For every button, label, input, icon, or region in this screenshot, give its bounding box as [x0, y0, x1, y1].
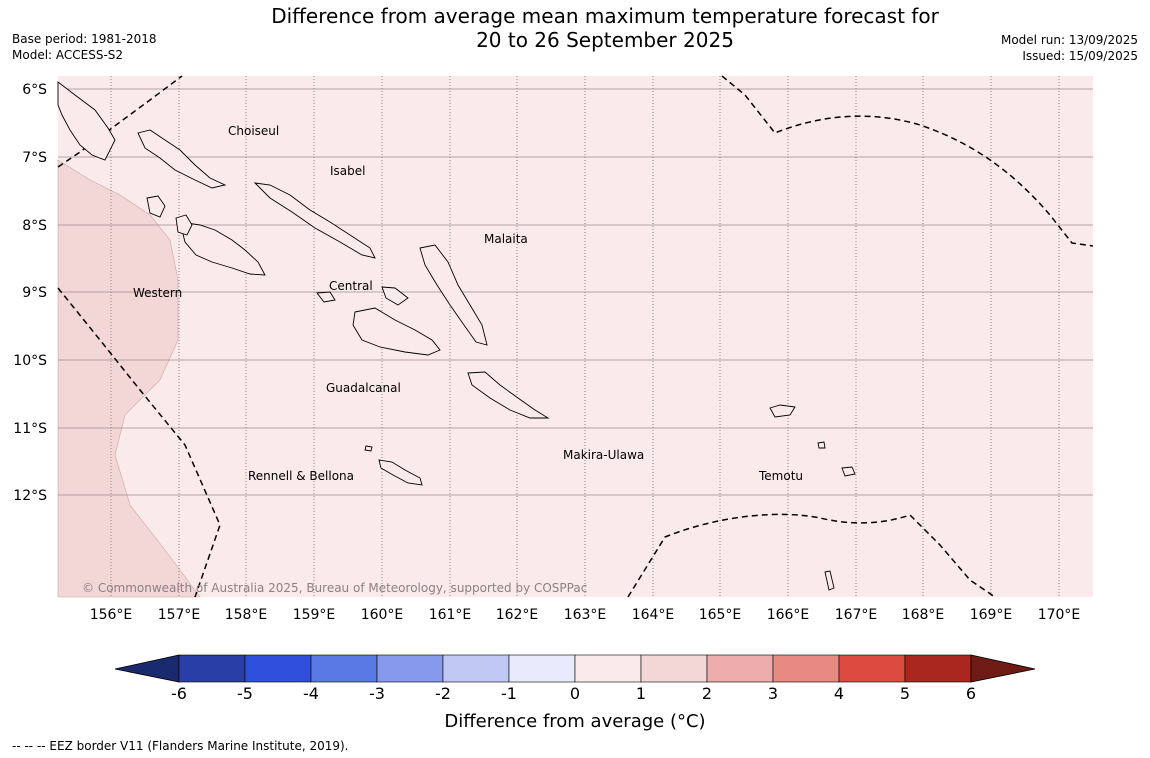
vanikoro-island: [841, 466, 856, 477]
colorbar-segment: [706, 654, 774, 683]
lon-label: 167°E: [835, 607, 878, 623]
colorbar-segment: [442, 654, 510, 683]
lon-label: 165°E: [699, 607, 742, 623]
colorbar-tick: -4: [303, 684, 319, 703]
lon-label: 158°E: [225, 607, 268, 623]
region-guadalcanal: Guadalcanal: [326, 381, 401, 395]
lat-label: 12°S: [13, 488, 47, 504]
colorbar-tick: 4: [834, 684, 844, 703]
makira-island: [467, 371, 550, 419]
lat-label: 11°S: [13, 421, 47, 437]
lat-label: 7°S: [22, 150, 47, 166]
guadalcanal-island: [352, 307, 441, 356]
lat-label: 8°S: [22, 218, 47, 234]
choiseul-island: [137, 129, 227, 189]
vella-lavella: [175, 214, 193, 236]
lon-label: 169°E: [970, 607, 1013, 623]
colorbar-tick: -6: [171, 684, 187, 703]
region-western: Western: [133, 286, 182, 300]
ranongga-island: [146, 195, 166, 218]
region-labels: Choiseul Isabel Malaita Western Central …: [133, 124, 803, 483]
meta-right: Model run: 13/09/2025 Issued: 15/09/2025: [1001, 32, 1138, 64]
colorbar-tick-labels: -6 -5 -4 -3 -2 -1 0 1 2 3 4 5 6: [171, 684, 976, 703]
colorbar-segment: [310, 654, 378, 683]
lon-label: 168°E: [902, 607, 945, 623]
colorbar-tick: -2: [435, 684, 451, 703]
isabel-island: [253, 182, 376, 259]
warm-anomaly-area: [57, 159, 201, 598]
title-line-1: Difference from average mean maximum tem…: [271, 4, 939, 28]
region-rennell-bellona: Rennell & Bellona: [248, 469, 354, 483]
colorbar-tick: -3: [369, 684, 385, 703]
base-period-text: Base period: 1981-2018: [12, 32, 157, 46]
eez-borders: [57, 75, 1094, 598]
colorbar-tick: 3: [768, 684, 778, 703]
colorbar-extend-low: [114, 654, 180, 683]
colorbar-segment: [640, 654, 708, 683]
lon-label: 166°E: [767, 607, 810, 623]
colorbar-tick: 6: [966, 684, 976, 703]
island-outlines: [57, 81, 856, 591]
lon-label: 157°E: [158, 607, 201, 623]
region-temotu: Temotu: [758, 469, 803, 483]
colorbar-tick: 2: [702, 684, 712, 703]
eez-footnote: -- -- -- EEZ border V11 (Flanders Marine…: [12, 739, 349, 753]
chart-title: Difference from average mean maximum tem…: [0, 4, 1150, 52]
lat-label: 10°S: [13, 353, 47, 369]
region-central: Central: [329, 279, 373, 293]
new-georgia-group: [179, 221, 266, 276]
lon-label: 164°E: [632, 607, 675, 623]
lon-label: 156°E: [90, 607, 133, 623]
longitude-labels: 156°E 157°E 158°E 159°E 160°E 161°E 162°…: [90, 607, 1081, 623]
russell-islands: [316, 291, 336, 303]
lon-label: 159°E: [293, 607, 336, 623]
utupua-island: [817, 441, 826, 449]
model-text: Model: ACCESS-S2: [12, 48, 124, 62]
region-choiseul: Choiseul: [228, 124, 279, 138]
lon-label: 162°E: [496, 607, 539, 623]
colorbar-segment: [838, 654, 906, 683]
colorbar-segments: [178, 654, 972, 683]
colorbar-extend-high: [970, 654, 1036, 683]
model-run-text: Model run: 13/09/2025: [1000, 33, 1138, 47]
malaita-island: [419, 244, 488, 346]
colorbar-segment: [376, 654, 444, 683]
colorbar-tick: -1: [501, 684, 517, 703]
lon-label: 160°E: [361, 607, 404, 623]
colorbar-segment: [244, 654, 312, 683]
colorbar-segment: [508, 654, 576, 683]
colorbar-tick: 5: [900, 684, 910, 703]
latitude-labels: 6°S 7°S 8°S 9°S 10°S 11°S 12°S: [13, 82, 47, 504]
bougainville-island: [57, 81, 116, 161]
region-malaita: Malaita: [484, 232, 528, 246]
colorbar-tick: -5: [237, 684, 253, 703]
florida-islands: [381, 286, 409, 306]
rennell-island: [378, 459, 423, 486]
colorbar-tick: 0: [570, 684, 580, 703]
lat-label: 9°S: [22, 285, 47, 301]
lon-label: 163°E: [564, 607, 607, 623]
title-line-2: 20 to 26 September 2025: [476, 28, 734, 52]
lon-label: 170°E: [1038, 607, 1081, 623]
region-isabel: Isabel: [330, 164, 365, 178]
bellona-island: [364, 445, 373, 452]
map-background: [58, 76, 1093, 597]
tikopia-island: [824, 570, 835, 591]
colorbar-tick: 1: [636, 684, 646, 703]
region-makira-ulawa: Makira-Ulawa: [563, 448, 644, 462]
colorbar-segment: [574, 654, 642, 683]
lat-gridlines: [58, 88, 1093, 496]
meta-left: Base period: 1981-2018 Model: ACCESS-S2: [12, 31, 157, 63]
colorbar-label: Difference from average (°C): [444, 711, 705, 732]
nendo-island: [769, 404, 796, 418]
issued-text: Issued: 15/09/2025: [1022, 49, 1138, 63]
lon-label: 161°E: [429, 607, 472, 623]
lat-label: 6°S: [22, 82, 47, 98]
colorbar: -6 -5 -4 -3 -2 -1 0 1 2 3 4 5 6 Differen…: [114, 654, 1036, 732]
colorbar-segment: [772, 654, 840, 683]
copyright-text: © Commonwealth of Australia 2025, Bureau…: [82, 581, 587, 595]
colorbar-segment: [904, 654, 972, 683]
colorbar-segment: [178, 654, 246, 683]
